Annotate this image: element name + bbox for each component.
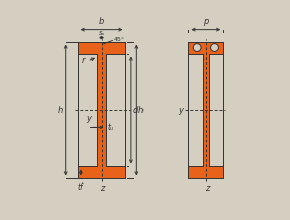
Text: tᵤ: tᵤ [108,123,114,132]
Text: sₛ: sₛ [98,30,105,36]
Bar [97,53,106,167]
Text: r: r [81,55,85,64]
Bar [188,42,223,53]
Circle shape [211,44,218,51]
Text: y: y [178,106,183,114]
Text: y: y [86,114,91,123]
Bar [78,42,126,53]
Bar [78,167,126,178]
Text: z: z [100,184,105,193]
Text: p: p [203,17,209,26]
Bar [202,53,209,167]
Text: hᵢ: hᵢ [138,106,145,114]
Bar [188,167,223,178]
Text: 45°: 45° [113,37,124,42]
Text: b: b [99,17,104,26]
Text: z: z [205,184,209,193]
Text: h: h [57,106,62,114]
Text: tḟ: tḟ [77,183,83,192]
Text: d: d [133,106,138,114]
Circle shape [193,44,201,51]
